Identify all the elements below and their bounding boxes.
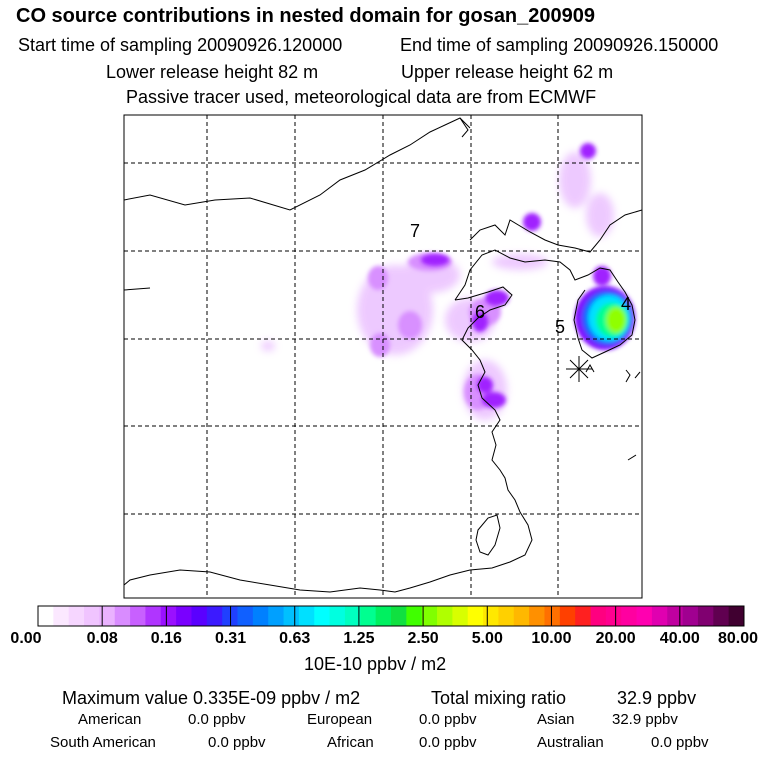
- colorbar-cell: [544, 606, 561, 626]
- colorbar-cell: [68, 606, 85, 626]
- colorbar-cell: [298, 606, 315, 626]
- colorbar-cell: [268, 606, 284, 626]
- colorbar-cell: [529, 606, 545, 626]
- colorbar-cell: [314, 606, 331, 626]
- african-label: African: [327, 734, 374, 751]
- colorbar-cell: [667, 606, 684, 626]
- colorbar-cell: [590, 606, 607, 626]
- colorbar-cell: [621, 606, 637, 626]
- colorbar-cell: [191, 606, 208, 626]
- coastline-layer: [124, 117, 642, 593]
- american-label: American: [78, 711, 142, 728]
- lower-release-label: Lower release height 82 m: [106, 62, 319, 82]
- colorbar-cell: [728, 606, 745, 626]
- asian-label: Asian: [537, 711, 575, 728]
- colorbar-tick-label: 2.50: [407, 630, 439, 647]
- region-label-6: 6: [475, 302, 485, 322]
- american-value: 0.0 ppbv: [188, 711, 246, 728]
- european-value: 0.0 ppbv: [419, 711, 477, 728]
- colorbar-tick-label: 0.16: [150, 630, 182, 647]
- colorbar-cell: [252, 606, 269, 626]
- colorbar-cell: [145, 606, 162, 626]
- colorbar-tick-label: 0.31: [214, 630, 247, 647]
- australian-value: 0.0 ppbv: [651, 734, 709, 751]
- colorbar-cell: [437, 606, 453, 626]
- colorbar-cell: [559, 606, 576, 626]
- colorbar-cell: [222, 606, 238, 626]
- colorbar-cell: [130, 606, 146, 626]
- colorbar-cell: [421, 606, 438, 626]
- receptor-marker: [566, 356, 592, 382]
- colorbar-cell: [283, 606, 300, 626]
- plume-layer: [261, 143, 635, 420]
- colorbar-tick-label: 40.00: [659, 630, 700, 647]
- colorbar-tick-label: 0.63: [279, 630, 311, 647]
- colorbar: [37, 605, 745, 627]
- upper-release-label: Upper release height 62 m: [401, 62, 614, 82]
- colorbar-cell: [452, 606, 469, 626]
- colorbar-cell: [160, 606, 177, 626]
- south-american-value: 0.0 ppbv: [208, 734, 266, 751]
- colorbar-cell: [99, 606, 116, 626]
- tracer-info-label: Passive tracer used, meteorological data…: [126, 87, 597, 107]
- max-value-label: Maximum value 0.335E-09 ppbv / m2: [62, 688, 361, 708]
- colorbar-tick-label: 10.00: [531, 630, 572, 647]
- colorbar-cell: [360, 606, 377, 626]
- colorbar-cell: [483, 606, 499, 626]
- total-mixing-value: 32.9 ppbv: [617, 688, 697, 708]
- colorbar-units: 10E-10 ppbv / m2: [304, 654, 447, 674]
- colorbar-cell: [605, 606, 622, 626]
- south-american-label: South American: [50, 734, 156, 751]
- total-mixing-label: Total mixing ratio: [431, 688, 567, 708]
- colorbar-cell: [713, 606, 730, 626]
- colorbar-cell: [114, 606, 131, 626]
- plot-title: CO source contributions in nested domain…: [16, 5, 596, 27]
- colorbar-cell: [344, 606, 361, 626]
- colorbar-tick-label: 80.00: [717, 630, 759, 647]
- asian-value: 32.9 ppbv: [612, 711, 678, 728]
- grid-lines: [124, 115, 642, 598]
- colorbar-cell: [406, 606, 423, 626]
- colorbar-tick-label: 0.08: [86, 630, 118, 647]
- colorbar-cell: [636, 606, 653, 626]
- end-time-label: End time of sampling 20090926.150000: [400, 35, 719, 55]
- region-label-4: 4: [621, 294, 631, 314]
- colorbar-cell: [391, 606, 407, 626]
- colorbar-cell: [575, 606, 591, 626]
- colorbar-tick-label: 20.00: [595, 630, 636, 647]
- colorbar-cell: [38, 606, 54, 626]
- colorbar-cell: [467, 606, 484, 626]
- colorbar-cell: [206, 606, 223, 626]
- colorbar-cell: [498, 606, 515, 626]
- start-time-label: Start time of sampling 20090926.120000: [18, 35, 343, 55]
- region-label-5: 5: [555, 317, 565, 337]
- colorbar-cell: [53, 606, 70, 626]
- colorbar-cell: [375, 606, 392, 626]
- colorbar-cell: [237, 606, 254, 626]
- australian-label: Australian: [537, 734, 604, 751]
- colorbar-tick-label: 1.25: [343, 630, 375, 647]
- colorbar-cell: [84, 606, 100, 626]
- african-value: 0.0 ppbv: [419, 734, 477, 751]
- colorbar-tick-label: 0.00: [10, 630, 42, 647]
- colorbar-cell: [176, 606, 192, 626]
- colorbar-cell: [513, 606, 530, 626]
- region-label-7: 7: [410, 221, 420, 241]
- colorbar-cell: [651, 606, 668, 626]
- colorbar-tick-label: 5.00: [471, 630, 503, 647]
- map-frame: [123, 114, 643, 599]
- colorbar-cell: [329, 606, 346, 626]
- european-label: European: [307, 711, 373, 728]
- colorbar-cell: [682, 606, 699, 626]
- colorbar-cell: [697, 606, 714, 626]
- colorbar-frame: [37, 605, 745, 627]
